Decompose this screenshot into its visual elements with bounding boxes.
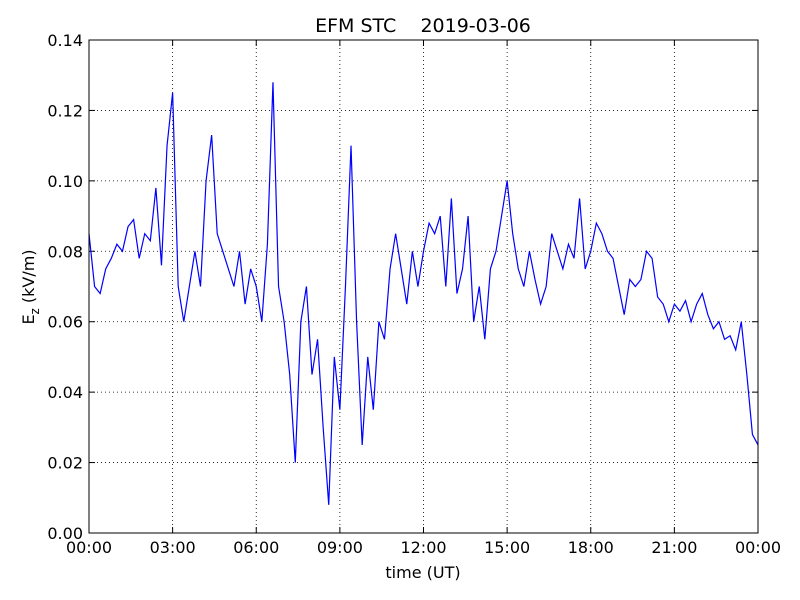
plot-frame bbox=[88, 39, 759, 534]
y-tick-label: 0.00 bbox=[47, 524, 83, 543]
y-tick-label: 0.08 bbox=[47, 242, 83, 261]
y-label-main: E bbox=[19, 314, 38, 324]
y-axis-label: Ez (kV/m) bbox=[19, 249, 42, 324]
x-tick-label: 00:00 bbox=[66, 538, 112, 557]
y-tick-label: 0.12 bbox=[47, 101, 83, 120]
y-tick-label: 0.06 bbox=[47, 313, 83, 332]
y-tick-label: 0.10 bbox=[47, 172, 83, 191]
x-tick-label: 03:00 bbox=[150, 538, 196, 557]
x-tick-label: 21:00 bbox=[651, 538, 697, 557]
x-tick-label: 09:00 bbox=[317, 538, 363, 557]
chart-title: EFM STC 2019-03-06 bbox=[315, 15, 531, 37]
y-label-unit: (kV/m) bbox=[19, 249, 38, 303]
x-axis-label: time (UT) bbox=[385, 563, 460, 582]
y-tick-label: 0.04 bbox=[47, 383, 83, 402]
x-tick-label: 12:00 bbox=[400, 538, 446, 557]
y-tick-label: 0.14 bbox=[47, 31, 83, 50]
x-tick-label: 15:00 bbox=[484, 538, 530, 557]
x-tick-label: 00:00 bbox=[735, 538, 781, 557]
y-tick-label: 0.02 bbox=[47, 454, 83, 473]
y-label-sub: z bbox=[28, 308, 42, 314]
x-tick-label: 18:00 bbox=[568, 538, 614, 557]
data-line bbox=[88, 82, 759, 505]
x-tick-label: 06:00 bbox=[233, 538, 279, 557]
